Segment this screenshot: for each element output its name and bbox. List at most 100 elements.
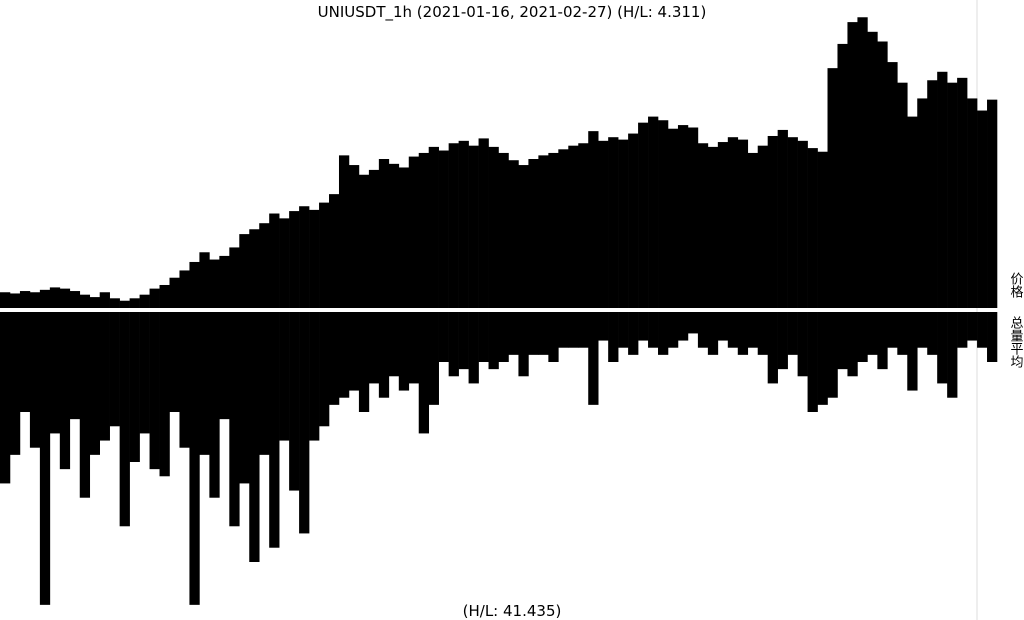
price-bar — [398, 167, 410, 308]
volume-bar — [568, 312, 579, 348]
price-bar — [887, 62, 898, 308]
price-bar — [857, 17, 868, 309]
volume-bar — [69, 312, 81, 420]
price-bar — [69, 291, 81, 308]
volume-bar — [727, 312, 739, 348]
volume-bar — [528, 312, 539, 355]
price-bar — [667, 128, 679, 308]
volume-bar — [548, 312, 559, 362]
price-bar — [558, 149, 569, 308]
price-bar — [109, 298, 120, 308]
price-axis-label: 价格 — [1008, 272, 1024, 298]
price-bar — [259, 223, 270, 308]
price-bar — [289, 211, 300, 308]
price-bar — [239, 234, 250, 308]
price-bar — [378, 159, 390, 308]
volume-bar — [109, 312, 120, 427]
price-bar — [727, 137, 739, 308]
volume-bar — [717, 312, 729, 341]
volume-bar — [737, 312, 749, 355]
volume-bar — [209, 312, 220, 498]
volume-bar — [259, 312, 270, 455]
volume-bar — [927, 312, 938, 355]
price-bar — [687, 127, 699, 309]
price-bar — [99, 292, 110, 308]
price-bar — [568, 145, 579, 308]
volume-bar — [89, 312, 100, 455]
volume-bar — [348, 312, 360, 391]
volume-bar — [139, 312, 150, 434]
price-bar — [967, 98, 978, 308]
volume-bar — [588, 312, 599, 405]
volume-bar — [857, 312, 868, 362]
volume-bar — [269, 312, 280, 548]
price-bar — [548, 152, 559, 308]
volume-bar — [59, 312, 71, 470]
price-bar — [89, 297, 100, 308]
price-bar — [987, 99, 998, 308]
volume-bar — [29, 312, 41, 448]
volume-bar — [757, 312, 768, 355]
price-bar — [807, 148, 818, 308]
price-bar — [598, 140, 609, 308]
volume-bar — [19, 312, 31, 412]
volume-bar — [329, 312, 340, 405]
price-bar — [957, 77, 968, 308]
volume-bar — [847, 312, 858, 377]
volume-bar — [767, 312, 778, 384]
volume-bar — [518, 312, 529, 377]
price-bar — [129, 298, 140, 308]
volume-bar — [408, 312, 420, 384]
price-bar — [767, 135, 778, 308]
volume-bar — [488, 312, 499, 370]
price-bar — [717, 142, 729, 308]
volume-bar — [538, 312, 549, 355]
volume-bar — [707, 312, 719, 355]
price-bar — [588, 131, 599, 308]
volume-bar — [667, 312, 679, 348]
price-bar — [19, 291, 31, 308]
price-bar — [269, 213, 280, 308]
price-bar — [638, 122, 649, 308]
volume-bar — [99, 312, 110, 441]
volume-bar — [398, 312, 410, 391]
price-bar — [408, 156, 420, 308]
price-bar — [438, 150, 449, 308]
volume-bar — [578, 312, 589, 348]
volume-bar — [378, 312, 390, 398]
price-bar — [279, 218, 290, 308]
price-bar — [428, 146, 439, 308]
volume-bar — [299, 312, 310, 534]
price-bar — [159, 284, 170, 308]
price-bar — [209, 259, 220, 308]
volume-bar — [229, 312, 240, 527]
volume-bar — [598, 312, 609, 341]
volume-bar — [987, 312, 998, 362]
price-bar — [219, 255, 230, 308]
volume-bar — [149, 312, 160, 470]
volume-bar — [498, 312, 509, 362]
volume-bar — [438, 312, 449, 362]
volume-bar — [358, 312, 370, 412]
volume-bar — [877, 312, 888, 370]
volume-bar — [249, 312, 260, 562]
volume-bar — [309, 312, 320, 441]
price-bar — [917, 98, 928, 308]
price-bar — [249, 229, 260, 308]
volume-bar — [289, 312, 300, 491]
price-bar — [498, 152, 509, 308]
volume-bar — [917, 312, 928, 348]
price-bar — [149, 288, 160, 308]
volume-bar — [837, 312, 848, 370]
price-bar — [628, 133, 639, 308]
price-bar — [348, 165, 360, 308]
price-bar — [877, 41, 888, 308]
price-bar — [338, 155, 350, 308]
volume-bar — [967, 312, 978, 341]
volume-bar — [608, 312, 619, 362]
volume-bar — [119, 312, 130, 527]
volume-bar — [388, 312, 400, 377]
price-bar — [189, 261, 200, 308]
volume-bar — [338, 312, 350, 398]
